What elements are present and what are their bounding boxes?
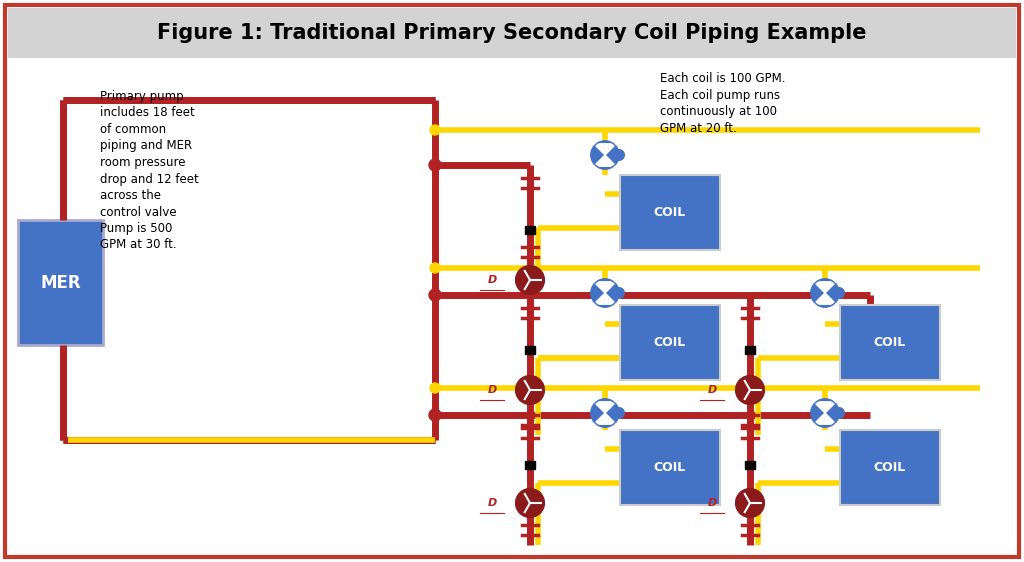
FancyBboxPatch shape [8, 8, 1016, 58]
Text: D: D [487, 385, 497, 395]
Polygon shape [814, 293, 837, 304]
Circle shape [516, 489, 544, 517]
FancyBboxPatch shape [840, 430, 940, 505]
Circle shape [736, 376, 764, 404]
FancyBboxPatch shape [18, 220, 103, 345]
Bar [525, 346, 535, 354]
Text: D: D [487, 275, 497, 285]
Circle shape [516, 376, 544, 404]
Circle shape [591, 279, 618, 307]
Text: Each coil is 100 GPM.
Each coil pump runs
continuously at 100
GPM at 20 ft.: Each coil is 100 GPM. Each coil pump run… [660, 72, 785, 134]
Text: COIL: COIL [654, 206, 686, 219]
Bar [745, 346, 755, 354]
Polygon shape [594, 144, 616, 155]
Bar [525, 461, 535, 469]
Circle shape [811, 399, 839, 427]
Polygon shape [814, 282, 837, 293]
Circle shape [834, 407, 845, 418]
Polygon shape [594, 282, 616, 293]
Circle shape [430, 383, 440, 393]
Circle shape [516, 266, 544, 294]
Text: COIL: COIL [654, 336, 686, 349]
Circle shape [613, 407, 625, 418]
Circle shape [736, 489, 764, 517]
Circle shape [430, 125, 440, 135]
Circle shape [613, 288, 625, 298]
Text: D: D [487, 498, 497, 508]
Circle shape [429, 159, 441, 171]
Bar [525, 226, 535, 234]
Circle shape [429, 409, 441, 421]
Text: COIL: COIL [654, 461, 686, 474]
Circle shape [591, 399, 618, 427]
Circle shape [429, 289, 441, 301]
FancyBboxPatch shape [620, 430, 720, 505]
Polygon shape [814, 413, 837, 424]
FancyBboxPatch shape [840, 305, 940, 380]
Text: D: D [708, 498, 717, 508]
Text: COIL: COIL [873, 336, 906, 349]
Circle shape [591, 141, 618, 169]
Text: Figure 1: Traditional Primary Secondary Coil Piping Example: Figure 1: Traditional Primary Secondary … [158, 23, 866, 43]
Polygon shape [594, 413, 616, 424]
Text: D: D [708, 385, 717, 395]
Circle shape [613, 149, 625, 160]
Circle shape [430, 263, 440, 273]
Polygon shape [594, 402, 616, 413]
Bar [745, 461, 755, 469]
Circle shape [834, 288, 845, 298]
Polygon shape [594, 293, 616, 304]
FancyBboxPatch shape [620, 175, 720, 250]
FancyBboxPatch shape [620, 305, 720, 380]
Text: MER: MER [40, 274, 81, 292]
Polygon shape [594, 155, 616, 166]
Text: Primary pump
includes 18 feet
of common
piping and MER
room pressure
drop and 12: Primary pump includes 18 feet of common … [100, 90, 199, 252]
Text: COIL: COIL [873, 461, 906, 474]
Circle shape [811, 279, 839, 307]
Polygon shape [814, 402, 837, 413]
